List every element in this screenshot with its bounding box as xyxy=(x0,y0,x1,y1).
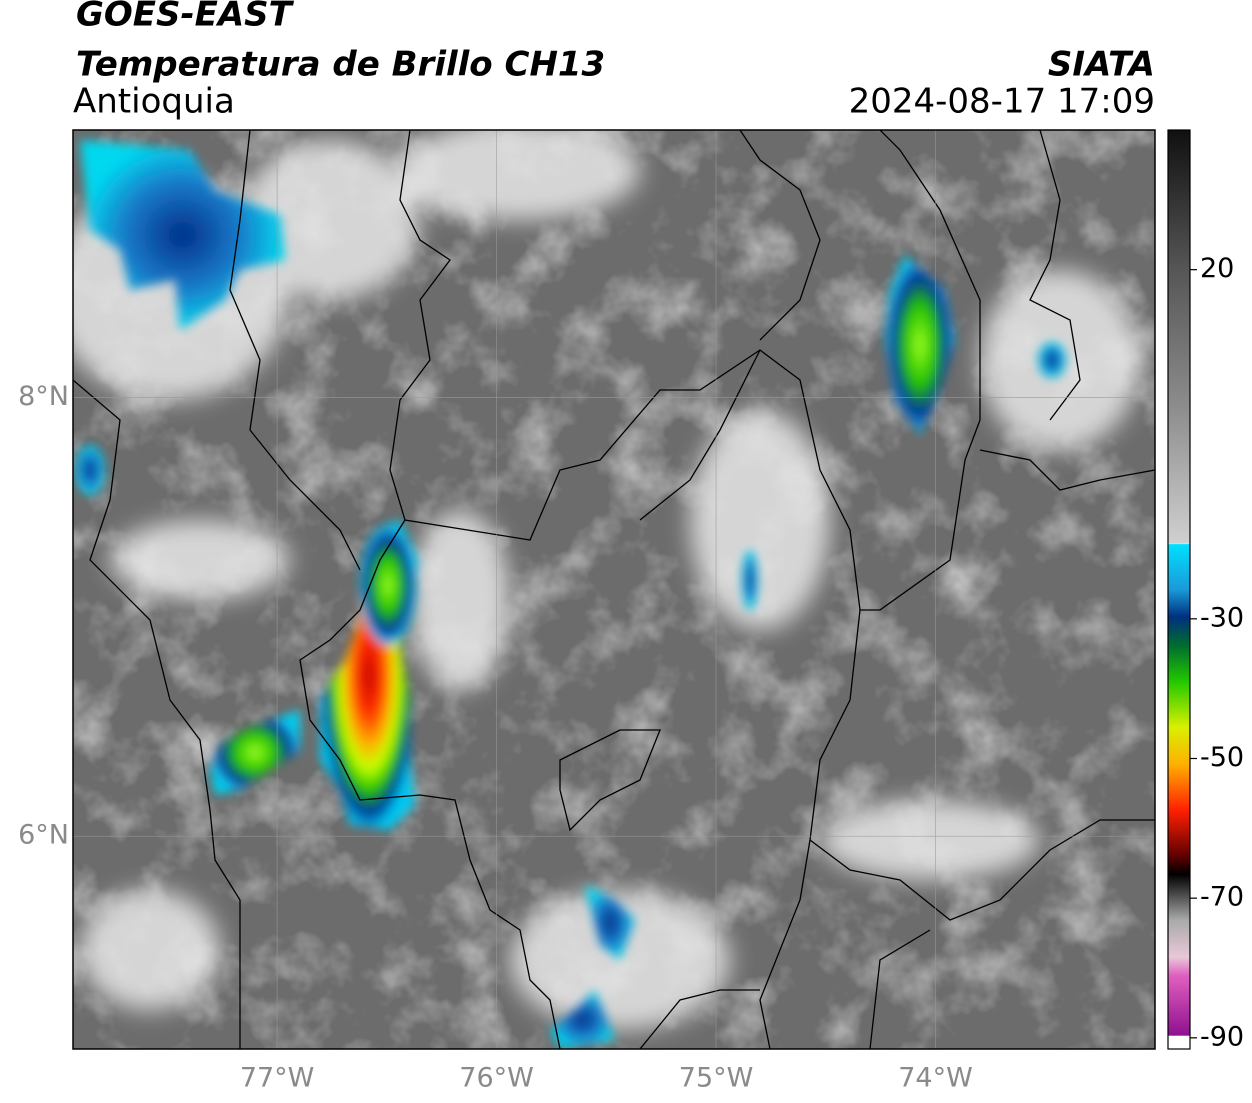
x-tick-label: 77°W xyxy=(240,1063,315,1094)
labels: 77°W 76°W 75°W 74°W 8°N 6°N 20 -30 -50 -70 -90 xyxy=(18,253,1244,1093)
map-frame xyxy=(72,129,1156,1050)
source: SIATA xyxy=(1048,45,1155,85)
datetime: 2024-08-17 17:09 xyxy=(849,82,1155,122)
colorbar-tick-label: 20 xyxy=(1200,253,1234,284)
colorbar xyxy=(1167,129,1191,1050)
graticule xyxy=(73,130,1155,1049)
colorbar-tick-label: -90 xyxy=(1200,1021,1244,1052)
colorbar-tick-label: -30 xyxy=(1200,602,1244,633)
title: GOES-EAST xyxy=(76,0,295,35)
colorbar-tick-label: -70 xyxy=(1200,882,1244,913)
borders xyxy=(73,130,1155,1049)
colorbar-tick-label: -50 xyxy=(1200,742,1244,773)
x-tick-label: 76°W xyxy=(459,1063,534,1094)
satellite-image xyxy=(73,130,1155,1049)
subtitle: Temperatura de Brillo CH13 xyxy=(76,45,605,85)
x-tick-label: 75°W xyxy=(679,1063,754,1094)
y-tick-label: 6°N xyxy=(18,820,69,851)
region: Antioquia xyxy=(73,82,235,122)
y-tick-label: 8°N xyxy=(18,381,69,412)
x-tick-label: 74°W xyxy=(898,1063,973,1094)
